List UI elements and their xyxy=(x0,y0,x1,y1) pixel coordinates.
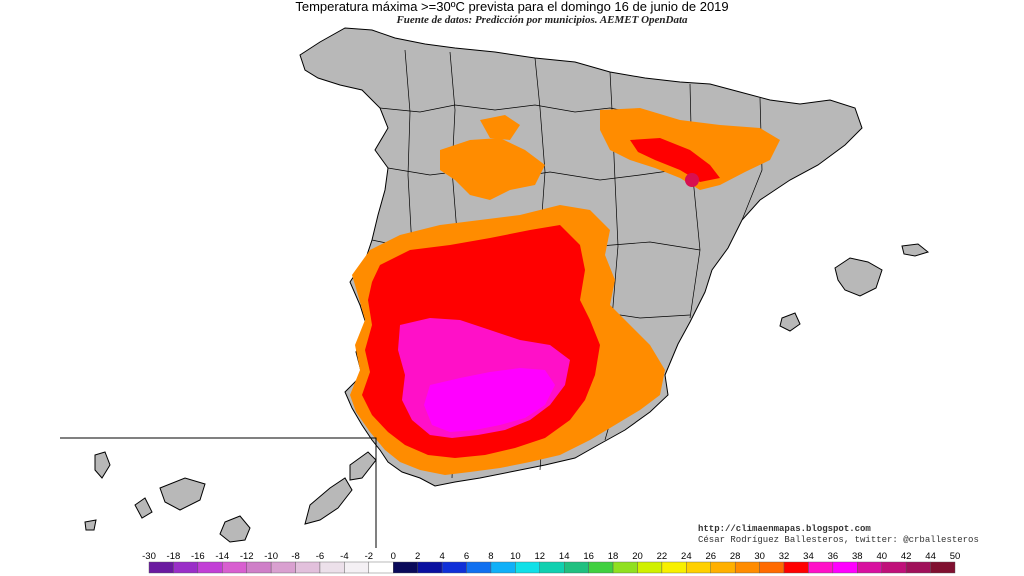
legend-label: 14 xyxy=(559,551,570,562)
temp-38-40-spot xyxy=(685,173,699,187)
legend-swatch xyxy=(759,561,785,574)
legend-swatch xyxy=(783,561,809,574)
legend-swatch xyxy=(832,561,858,574)
legend-swatch xyxy=(930,561,956,574)
legend-label: 30 xyxy=(754,551,765,562)
legend-label: 8 xyxy=(488,551,493,562)
map-title: Temperatura máxima >=30ºC prevista para … xyxy=(295,0,729,14)
credits: http://climaenmapas.blogspot.com César R… xyxy=(698,524,979,546)
legend-swatch xyxy=(197,561,223,574)
temp-36-38-zones xyxy=(424,368,555,432)
legend-label: 2 xyxy=(415,551,420,562)
legend-label: 22 xyxy=(657,551,668,562)
legend-label: -4 xyxy=(340,551,348,562)
credits-author: César Rodríguez Ballesteros, twitter: @c… xyxy=(698,535,979,545)
legend-swatch xyxy=(417,561,443,574)
balearic-islands xyxy=(779,243,930,332)
legend-swatch xyxy=(319,561,345,574)
legend-swatch xyxy=(295,561,321,574)
data-source-subtitle: Fuente de datos: Predicción por municipi… xyxy=(396,14,688,26)
legend-label: -10 xyxy=(264,551,278,562)
legend-label: 24 xyxy=(681,551,692,562)
legend-label: 38 xyxy=(852,551,863,562)
legend-label: -18 xyxy=(167,551,181,562)
legend-swatch xyxy=(612,561,638,574)
legend-label: 36 xyxy=(828,551,839,562)
credits-url: http://climaenmapas.blogspot.com xyxy=(698,524,871,534)
legend-swatch xyxy=(734,561,760,574)
legend-label: 34 xyxy=(803,551,814,562)
temperature-legend-labels: -30 -18 -16 -14 -12 -10 -8 -6 -4 -2 0 2 4 6 8 10 12 14 16 1… xyxy=(142,551,960,562)
legend-label: -14 xyxy=(215,551,229,562)
legend-swatch xyxy=(564,561,589,574)
legend-label: 18 xyxy=(608,551,619,562)
legend-label: 20 xyxy=(632,551,643,562)
legend-swatch xyxy=(393,561,418,574)
legend-swatch xyxy=(344,561,370,574)
legend-swatch xyxy=(539,561,565,574)
legend-swatch xyxy=(588,561,614,574)
legend-label: -6 xyxy=(316,551,324,562)
legend-swatch xyxy=(686,561,711,574)
legend-swatch xyxy=(222,561,247,574)
legend-swatch xyxy=(246,561,272,574)
legend-swatch xyxy=(857,561,882,574)
legend-label: 4 xyxy=(439,551,444,562)
legend-swatch xyxy=(173,561,199,574)
legend-swatch xyxy=(710,561,736,574)
legend-swatch xyxy=(466,561,492,574)
canary-islands xyxy=(84,451,377,543)
legend-label: -30 xyxy=(142,551,156,562)
legend-swatch xyxy=(808,561,834,574)
legend-label: -16 xyxy=(191,551,205,562)
legend-swatch xyxy=(661,561,687,574)
canary-inset-frame xyxy=(60,437,377,548)
legend-label: 50 xyxy=(950,551,961,562)
legend-label: -2 xyxy=(365,551,373,562)
legend-label: -12 xyxy=(240,551,254,562)
legend-label: 42 xyxy=(901,551,912,562)
legend-label: 6 xyxy=(464,551,469,562)
legend-label: 0 xyxy=(391,551,396,562)
legend-label: 26 xyxy=(705,551,716,562)
legend-swatch xyxy=(637,561,663,574)
legend-swatch xyxy=(270,561,296,574)
legend-swatch xyxy=(490,561,516,574)
legend-swatch xyxy=(881,561,907,574)
legend-swatch xyxy=(148,561,174,574)
legend-swatch xyxy=(441,561,467,574)
legend-label: 10 xyxy=(510,551,521,562)
legend-swatch xyxy=(368,561,394,574)
temperature-legend-bar xyxy=(148,561,956,574)
legend-label: 44 xyxy=(925,551,936,562)
legend-label: 40 xyxy=(876,551,887,562)
legend-label: 16 xyxy=(583,551,594,562)
legend-label: 28 xyxy=(730,551,741,562)
legend-swatch xyxy=(905,561,931,574)
legend-label: -8 xyxy=(291,551,299,562)
legend-label: 12 xyxy=(535,551,546,562)
legend-swatch xyxy=(515,561,540,574)
legend-label: 32 xyxy=(779,551,790,562)
